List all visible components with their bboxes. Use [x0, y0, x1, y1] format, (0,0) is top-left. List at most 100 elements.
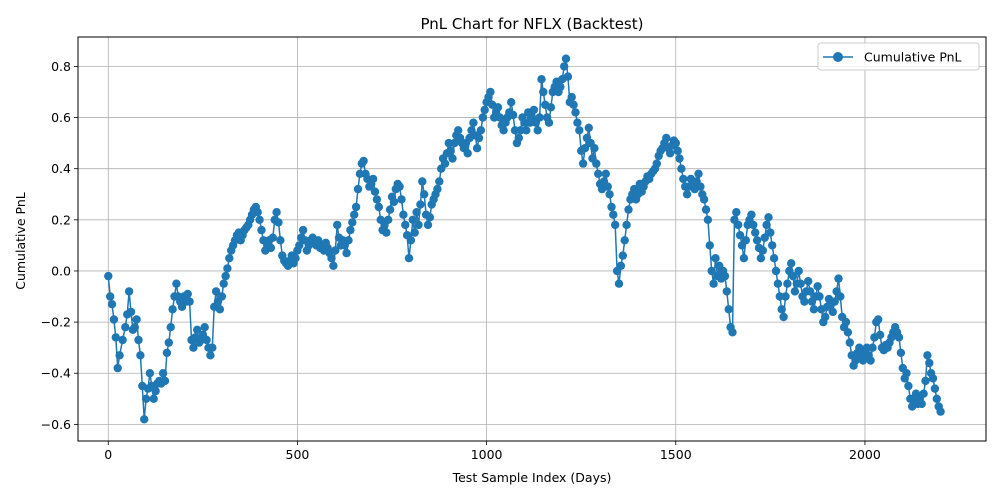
data-point [584, 123, 593, 132]
data-point [208, 343, 217, 352]
data-point [760, 233, 769, 242]
x-tick-label: 1500 [660, 447, 692, 462]
data-point [141, 394, 151, 403]
data-point [414, 220, 423, 230]
data-point [711, 254, 720, 263]
data-point [701, 205, 711, 214]
data-point [374, 202, 383, 212]
data-point [673, 146, 682, 155]
data-point [124, 287, 134, 296]
data-point [815, 292, 824, 301]
data-point [274, 218, 283, 227]
data-point [709, 279, 718, 288]
data-point [162, 348, 172, 357]
data-point [611, 220, 620, 230]
data-point [448, 154, 457, 163]
legend-box [817, 42, 980, 71]
data-point [855, 343, 864, 352]
plot-frame [77, 36, 987, 442]
data-point [344, 236, 353, 245]
x-tick-label: 2000 [849, 447, 881, 462]
data-point [874, 315, 883, 324]
data-point [747, 210, 756, 219]
data-point [104, 271, 113, 281]
data-point [508, 110, 518, 120]
data-point [537, 75, 546, 84]
data-point [353, 184, 363, 194]
data-point [783, 279, 792, 288]
data-point [435, 177, 444, 186]
data-point [368, 174, 378, 184]
data-point [272, 208, 281, 217]
data-point [268, 233, 277, 242]
data-point [603, 182, 612, 191]
data-point [601, 169, 610, 178]
data-point [834, 274, 843, 283]
data-point [118, 335, 127, 345]
data-point [580, 144, 590, 153]
data-point [478, 113, 487, 122]
data-point [223, 264, 232, 273]
data-point [771, 266, 781, 276]
data-point [836, 292, 845, 301]
data-point [563, 72, 573, 81]
data-point [382, 228, 391, 237]
data-point [107, 300, 117, 309]
y-tick-label: −0.2 [41, 315, 71, 330]
data-point [416, 200, 425, 209]
data-point [679, 174, 688, 184]
data-point [749, 220, 758, 230]
data-point [805, 287, 815, 296]
data-point [752, 236, 762, 245]
data-point [351, 202, 361, 212]
data-point [830, 297, 839, 306]
data-point [764, 213, 773, 222]
data-point [418, 177, 427, 186]
data-point [253, 208, 262, 217]
data-point [350, 210, 359, 219]
data-point [342, 248, 351, 258]
data-point [569, 100, 578, 110]
data-point [164, 338, 173, 347]
data-point [546, 103, 556, 112]
data-point [665, 149, 675, 158]
data-point [399, 210, 408, 219]
data-point [219, 279, 228, 288]
data-point [257, 225, 266, 235]
data-point [329, 261, 338, 270]
data-point [295, 241, 304, 250]
data-point [172, 279, 181, 288]
y-tick-label: 0.6 [51, 110, 71, 125]
data-point [809, 305, 819, 314]
data-point [735, 231, 745, 240]
y-tick-label: 0.0 [51, 263, 71, 278]
x-tick-label: 1000 [471, 447, 503, 462]
data-point [433, 184, 442, 194]
data-point [384, 215, 393, 224]
legend-marker-swatch [833, 52, 843, 62]
legend-label: Cumulative PnL [864, 50, 962, 65]
data-point [115, 351, 124, 360]
data-point [533, 126, 542, 135]
data-point [158, 369, 168, 378]
data-point [722, 287, 731, 296]
data-point [348, 218, 357, 227]
data-point [372, 195, 382, 204]
data-point [420, 190, 429, 199]
data-point [675, 154, 684, 163]
data-point [132, 315, 141, 324]
data-point [109, 315, 119, 324]
data-point [183, 289, 192, 299]
data-point [734, 220, 743, 230]
data-point [206, 351, 215, 360]
data-point [618, 251, 627, 260]
data-point [211, 287, 221, 296]
data-point [671, 138, 680, 148]
data-point [762, 220, 771, 230]
data-point [592, 159, 601, 168]
data-point [851, 356, 860, 365]
data-point [919, 389, 928, 398]
data-point [868, 343, 877, 352]
data-point [694, 169, 703, 178]
